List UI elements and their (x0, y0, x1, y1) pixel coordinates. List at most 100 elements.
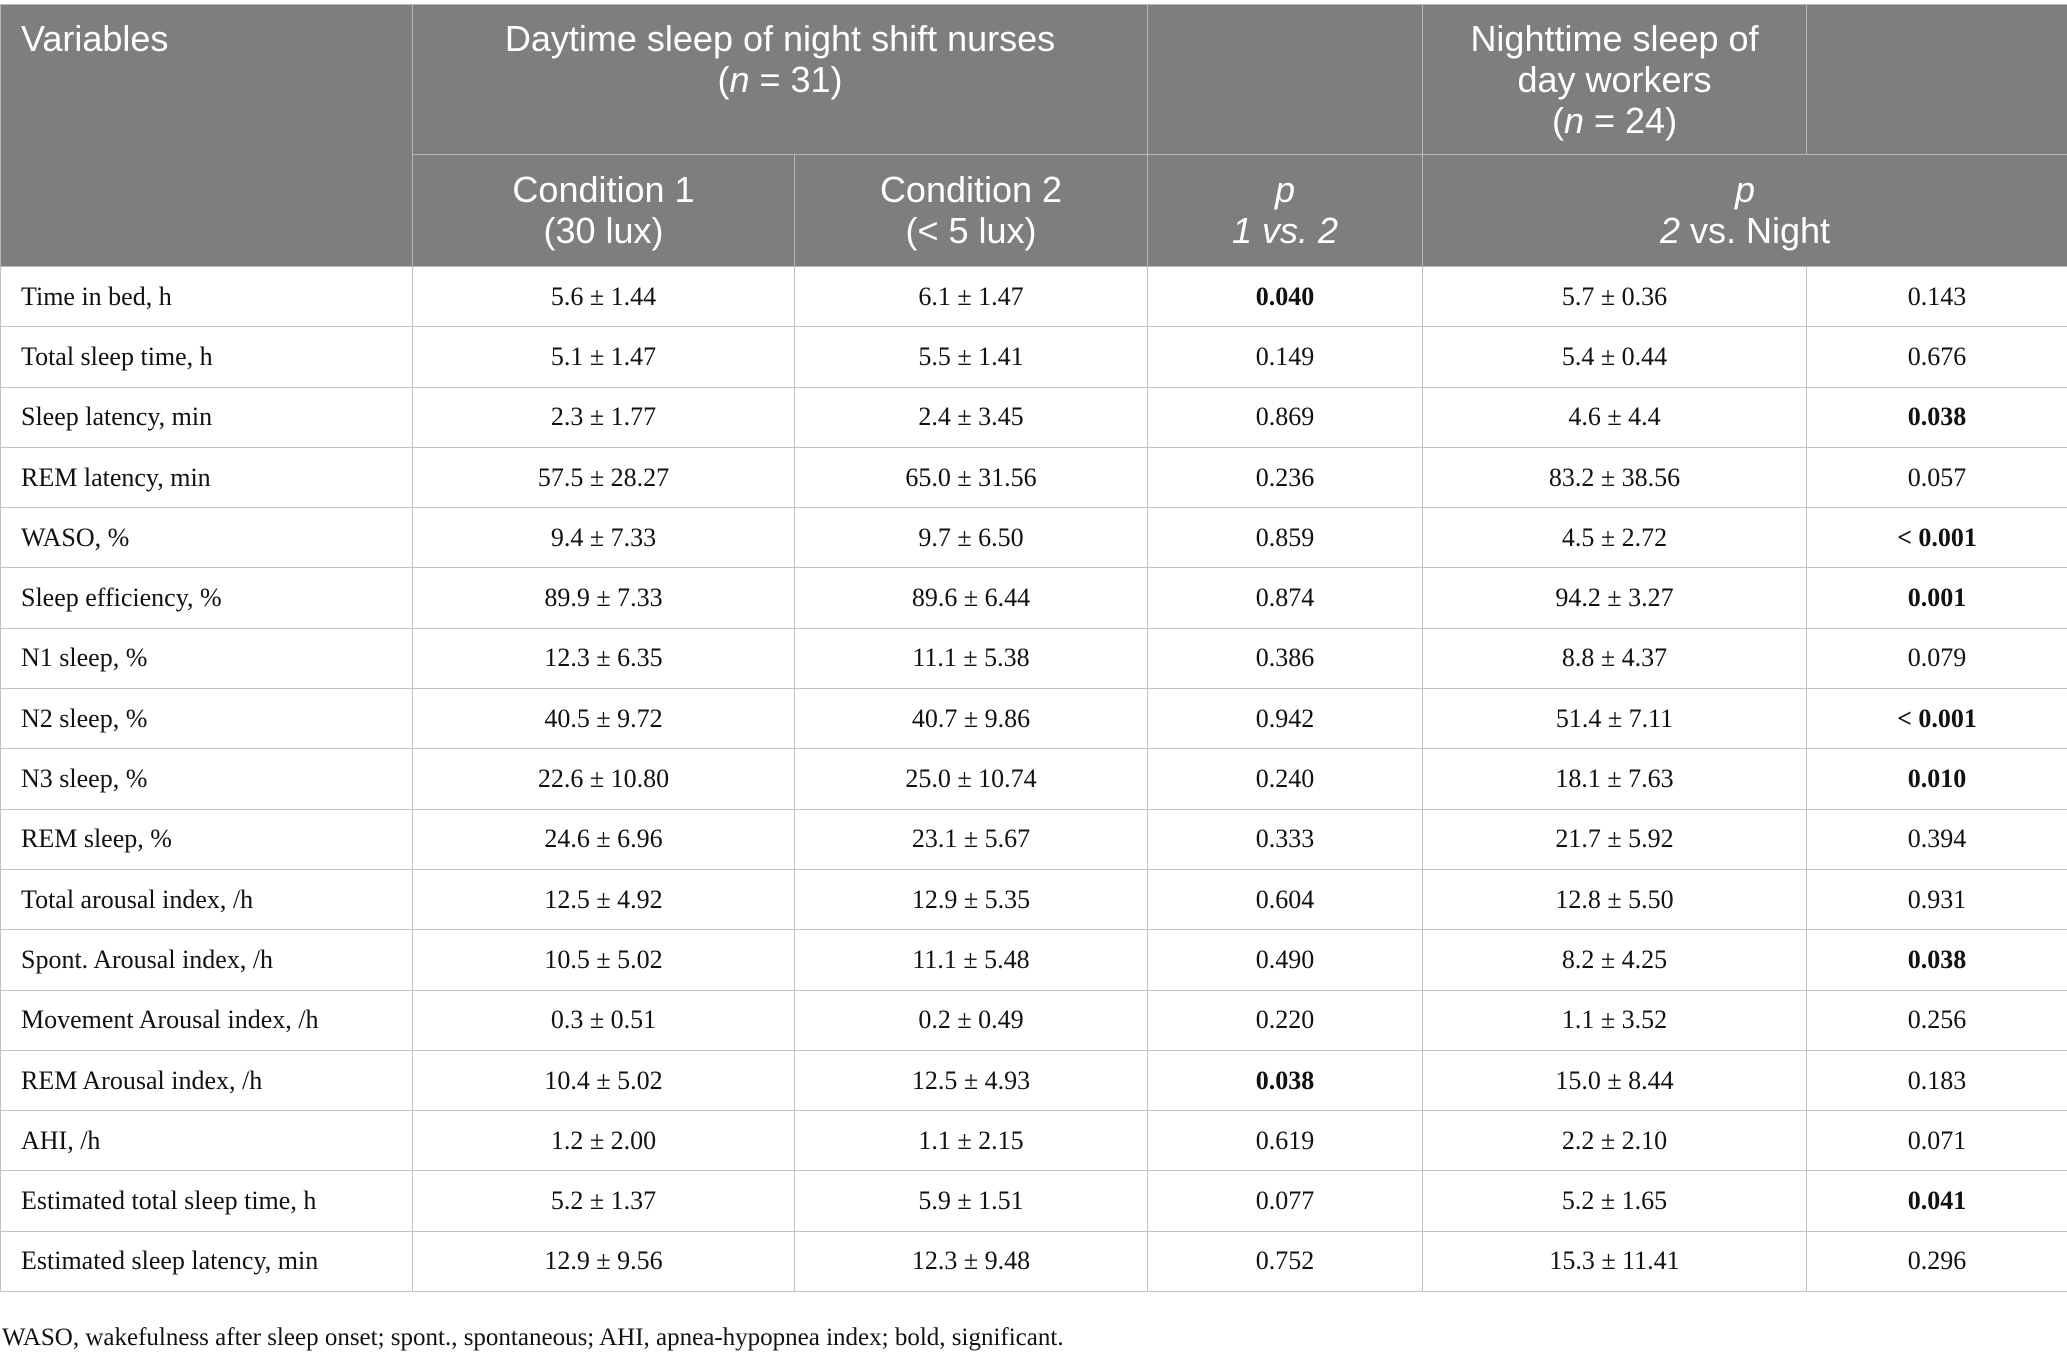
p-1-vs-2-value: 0.859 (1147, 507, 1424, 569)
p-1-vs-2-value: 0.942 (1147, 688, 1424, 750)
night-workers-value: 8.2 ± 4.25 (1422, 929, 1808, 991)
p-2-vs-night-value: 0.143 (1806, 265, 2067, 328)
group2-title-line2: day workers (1517, 59, 1712, 100)
header-empty-2 (1806, 4, 2067, 155)
variable-cell: REM Arousal index, /h (0, 1049, 413, 1112)
table-row: Spont. Arousal index, /h 10.5 ± 5.02 11.1 … (0, 929, 2067, 991)
night-workers-value: 51.4 ± 7.11 (1422, 688, 1808, 750)
group1-n: (n = 31) (413, 59, 1147, 100)
condition-2-value: 12.3 ± 9.48 (793, 1230, 1149, 1293)
night-workers-value: 21.7 ± 5.92 (1422, 808, 1808, 870)
header-variables: Variables (0, 4, 413, 267)
table-row: WASO, % 9.4 ± 7.33 9.7 ± 6.50 0.859 4.5 ± 2.… (0, 507, 2067, 569)
header-p-1-vs-2: p 1 vs. 2 (1147, 154, 1424, 267)
variable-cell: Movement Arousal index, /h (0, 989, 413, 1051)
p-1-vs-2-value: 0.236 (1147, 446, 1424, 509)
p-1-vs-2-value: 0.333 (1147, 808, 1424, 870)
night-workers-value: 5.7 ± 0.36 (1422, 265, 1808, 328)
p-1-vs-2-value: 0.149 (1147, 326, 1424, 388)
variable-cell: REM latency, min (0, 446, 413, 509)
night-workers-value: 18.1 ± 7.63 (1422, 748, 1808, 810)
results-table: Variables Daytime sleep of night shift n… (0, 4, 2067, 1293)
p-2-vs-night-value: 0.256 (1806, 989, 2067, 1051)
p-1-vs-2-value: 0.040 (1147, 265, 1424, 328)
condition-2-value: 5.9 ± 1.51 (793, 1170, 1149, 1232)
condition-1-value: 0.3 ± 0.51 (412, 989, 795, 1051)
condition-2-value: 25.0 ± 10.74 (793, 748, 1149, 810)
p-2-vs-night-value: 0.038 (1806, 386, 2067, 448)
p-1-vs-2-value: 0.869 (1147, 386, 1424, 448)
night-workers-value: 5.2 ± 1.65 (1422, 1170, 1808, 1232)
condition-1-value: 1.2 ± 2.00 (412, 1110, 795, 1172)
condition-2-value: 89.6 ± 6.44 (793, 567, 1149, 629)
table-row: Total arousal index, /h 12.5 ± 4.92 12.9 ±… (0, 868, 2067, 931)
table-body: Time in bed, h 5.6 ± 1.44 6.1 ± 1.47 0.040 5… (0, 265, 2067, 1293)
condition-1-value: 10.4 ± 5.02 (412, 1049, 795, 1112)
p-1-vs-2-value: 0.077 (1147, 1170, 1424, 1232)
table-header: Variables Daytime sleep of night shift n… (0, 4, 2067, 267)
p-1-vs-2-value: 0.752 (1147, 1230, 1424, 1293)
p-2-vs-night-value: 0.394 (1806, 808, 2067, 870)
variable-cell: REM sleep, % (0, 808, 413, 870)
header-condition-2: Condition 2 (< 5 lux) (793, 154, 1149, 267)
condition-2-value: 2.4 ± 3.45 (793, 386, 1149, 448)
variable-cell: N2 sleep, % (0, 688, 413, 750)
p-1-vs-2-value: 0.874 (1147, 567, 1424, 629)
p-1-vs-2-value: 0.386 (1147, 627, 1424, 690)
condition-1-value: 12.5 ± 4.92 (412, 868, 795, 931)
variable-cell: Sleep latency, min (0, 386, 413, 448)
p-2-vs-night-value: 0.931 (1806, 868, 2067, 931)
condition-1-value: 5.1 ± 1.47 (412, 326, 795, 388)
condition-2-value: 12.9 ± 5.35 (793, 868, 1149, 931)
night-workers-value: 83.2 ± 38.56 (1422, 446, 1808, 509)
condition-2-value: 12.5 ± 4.93 (793, 1049, 1149, 1112)
variable-cell: Sleep efficiency, % (0, 567, 413, 629)
p-1-vs-2-value: 0.619 (1147, 1110, 1424, 1172)
p-2-vs-night-value: < 0.001 (1806, 688, 2067, 750)
table-row: Time in bed, h 5.6 ± 1.44 6.1 ± 1.47 0.040 5… (0, 265, 2067, 328)
variable-cell: AHI, /h (0, 1110, 413, 1172)
table-row: Total sleep time, h 5.1 ± 1.47 5.5 ± 1.41 0… (0, 326, 2067, 388)
condition-1-value: 57.5 ± 28.27 (412, 446, 795, 509)
condition-1-label: Condition 1 (512, 169, 695, 210)
table-row: Estimated sleep latency, min 12.9 ± 9.56 1… (0, 1230, 2067, 1293)
group2-n: (n = 24) (1423, 100, 1806, 141)
condition-1-value: 12.3 ± 6.35 (412, 627, 795, 690)
variable-cell: N3 sleep, % (0, 748, 413, 810)
condition-2-value: 11.1 ± 5.48 (793, 929, 1149, 991)
table-row: Sleep latency, min 2.3 ± 1.77 2.4 ± 3.45 0.… (0, 386, 2067, 448)
condition-1-value: 24.6 ± 6.96 (412, 808, 795, 870)
p-2-vs-night-value: 0.676 (1806, 326, 2067, 388)
condition-2-lux: (< 5 lux) (905, 210, 1037, 251)
p2-comparison-rest: vs. Night (1680, 210, 1831, 251)
header-row-columns: Condition 1 (30 lux) Condition 2 (< 5 lu… (1, 154, 2067, 267)
p-2-vs-night-value: 0.038 (1806, 929, 2067, 991)
p-1-vs-2-value: 0.490 (1147, 929, 1424, 991)
condition-1-value: 2.3 ± 1.77 (412, 386, 795, 448)
condition-1-value: 12.9 ± 9.56 (412, 1230, 795, 1293)
night-workers-value: 5.4 ± 0.44 (1422, 326, 1808, 388)
table-row: N1 sleep, % 12.3 ± 6.35 11.1 ± 5.38 0.386 8.… (0, 627, 2067, 690)
header-variables-label: Variables (21, 18, 169, 59)
group1-n-value: = 31) (749, 59, 843, 100)
table-row: REM latency, min 57.5 ± 28.27 65.0 ± 31.56… (0, 446, 2067, 509)
table-footnote: WASO, wakefulness after sleep onset; spo… (2, 1324, 1064, 1351)
p2-comparison-number: 2 (1659, 210, 1680, 251)
variable-cell: Time in bed, h (0, 265, 413, 328)
condition-2-value: 5.5 ± 1.41 (793, 326, 1149, 388)
table-row: Movement Arousal index, /h 0.3 ± 0.51 0.2 … (0, 989, 2067, 1051)
group2-title-line1: Nighttime sleep of (1470, 18, 1759, 59)
table-row: N3 sleep, % 22.6 ± 10.80 25.0 ± 10.74 0.240… (0, 748, 2067, 810)
variable-cell: Estimated sleep latency, min (0, 1230, 413, 1293)
p-2-vs-night-value: 0.071 (1806, 1110, 2067, 1172)
group1-title: Daytime sleep of night shift nurses (504, 18, 1056, 59)
p2-comparison: 2 vs. Night (1423, 210, 2067, 251)
group2-n-prefix: ( (1551, 100, 1564, 141)
variable-cell: N1 sleep, % (0, 627, 413, 690)
condition-1-value: 5.6 ± 1.44 (412, 265, 795, 328)
p-2-vs-night-value: 0.057 (1806, 446, 2067, 509)
p-2-vs-night-value: 0.183 (1806, 1049, 2067, 1112)
p-1-vs-2-value: 0.038 (1147, 1049, 1424, 1112)
condition-2-value: 6.1 ± 1.47 (793, 265, 1149, 328)
group1-n-prefix: ( (717, 59, 730, 100)
